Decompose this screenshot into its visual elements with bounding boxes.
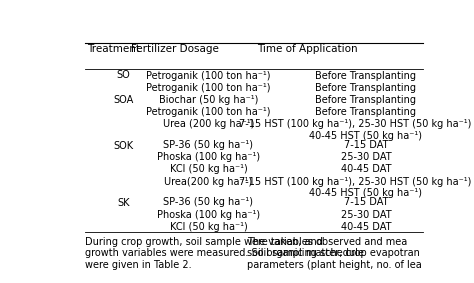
Text: SOA: SOA xyxy=(113,95,134,105)
Text: Phoska (100 kg ha⁻¹): Phoska (100 kg ha⁻¹) xyxy=(157,152,260,162)
Text: KCl (50 kg ha⁻¹): KCl (50 kg ha⁻¹) xyxy=(170,222,247,232)
Text: Petroganik (100 ton ha⁻¹): Petroganik (100 ton ha⁻¹) xyxy=(146,83,271,93)
Text: Before Transplanting: Before Transplanting xyxy=(316,95,417,105)
Text: 7-15 DAT: 7-15 DAT xyxy=(344,140,388,150)
Text: KCl (50 kg ha⁻¹): KCl (50 kg ha⁻¹) xyxy=(170,164,247,175)
Text: 40-45 DAT: 40-45 DAT xyxy=(341,222,391,232)
Text: The variables observed and mea
soil organic matter, crop evapotran
parameters (p: The variables observed and mea soil orga… xyxy=(246,237,421,270)
Text: Urea (200 kg ha⁻¹): Urea (200 kg ha⁻¹) xyxy=(163,119,254,129)
Text: During crop growth, soil sample were taken, and
growth variables were measured. : During crop growth, soil sample were tak… xyxy=(85,237,364,270)
Text: Phoska (100 kg ha⁻¹): Phoska (100 kg ha⁻¹) xyxy=(157,210,260,220)
Text: Before Transplanting: Before Transplanting xyxy=(316,70,417,81)
Text: 7-15 HST (100 kg ha⁻¹), 25-30 HST (50 kg ha⁻¹) dan
40-45 HST (50 kg ha⁻¹): 7-15 HST (100 kg ha⁻¹), 25-30 HST (50 kg… xyxy=(239,177,474,198)
Text: 25-30 DAT: 25-30 DAT xyxy=(341,210,392,220)
Text: Petroganik (100 ton ha⁻¹): Petroganik (100 ton ha⁻¹) xyxy=(146,70,271,81)
Text: 7-15 DAT: 7-15 DAT xyxy=(344,198,388,207)
Text: 7-15 HST (100 kg ha⁻¹), 25-30 HST (50 kg ha⁻¹) dan
40-45 HST (50 kg ha⁻¹): 7-15 HST (100 kg ha⁻¹), 25-30 HST (50 kg… xyxy=(239,119,474,141)
Text: SP-36 (50 kg ha⁻¹): SP-36 (50 kg ha⁻¹) xyxy=(164,198,254,207)
Text: 25-30 DAT: 25-30 DAT xyxy=(341,152,392,162)
Text: SP-36 (50 kg ha⁻¹): SP-36 (50 kg ha⁻¹) xyxy=(164,140,254,150)
Text: Before Transplanting: Before Transplanting xyxy=(316,107,417,117)
Text: SK: SK xyxy=(117,198,130,208)
Text: SOK: SOK xyxy=(113,141,134,151)
Text: Biochar (50 kg ha⁻¹): Biochar (50 kg ha⁻¹) xyxy=(159,95,258,105)
Text: Time of Application: Time of Application xyxy=(257,44,357,54)
Text: Fertilizer Dosage: Fertilizer Dosage xyxy=(131,44,219,54)
Text: Urea(200 kg ha⁻¹): Urea(200 kg ha⁻¹) xyxy=(164,177,253,187)
Text: SO: SO xyxy=(117,70,130,80)
Text: Before Transplanting: Before Transplanting xyxy=(316,83,417,93)
Text: 40-45 DAT: 40-45 DAT xyxy=(341,164,391,175)
Text: Treatment: Treatment xyxy=(87,44,140,54)
Text: Petroganik (100 ton ha⁻¹): Petroganik (100 ton ha⁻¹) xyxy=(146,107,271,117)
